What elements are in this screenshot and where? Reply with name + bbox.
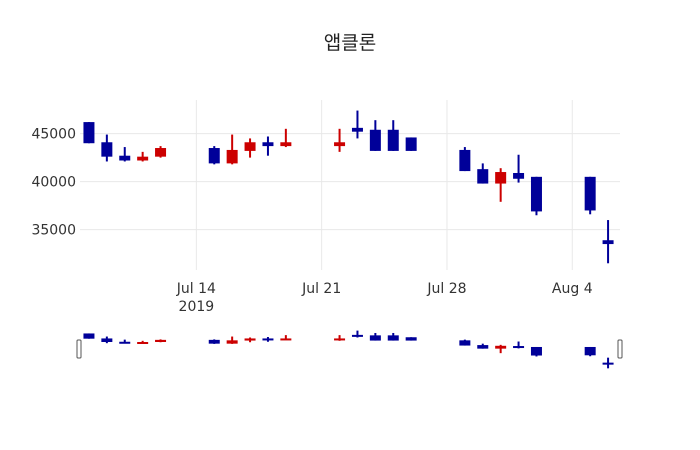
slider-candle — [208, 339, 220, 344]
x-tick-label: Jul 21 — [301, 281, 341, 297]
slider-candle — [530, 346, 542, 357]
slider-candle — [244, 337, 256, 343]
slider-candle — [155, 339, 167, 343]
candle — [101, 134, 113, 162]
candle — [280, 128, 292, 148]
candle — [83, 122, 95, 144]
slider-candle — [351, 330, 363, 338]
candle — [495, 168, 507, 202]
candle — [155, 146, 167, 158]
chart-title: 앱클론 — [323, 32, 377, 54]
y-tick-label: 45000 — [31, 127, 76, 143]
x-tick-label: Jul 28 — [426, 281, 466, 297]
candle — [530, 176, 542, 216]
candle — [602, 220, 614, 264]
slider-candle — [405, 337, 417, 341]
slider-handle-right[interactable] — [617, 339, 623, 359]
slider-candle — [387, 332, 399, 341]
x-tick-label: Jul 14 — [176, 281, 216, 297]
y-tick-label: 40000 — [31, 175, 76, 191]
y-axis: 35000 40000 45000 — [31, 127, 76, 239]
candle — [334, 128, 346, 152]
candle — [369, 120, 381, 151]
slider-candle — [119, 339, 131, 344]
slider-candle — [513, 341, 525, 349]
candle — [459, 147, 471, 172]
candle — [119, 147, 131, 162]
candle — [513, 154, 525, 183]
slider-candle — [262, 337, 274, 342]
slider-candle — [584, 346, 596, 357]
candle — [208, 146, 220, 165]
y-tick-label: 35000 — [31, 223, 76, 239]
slider-candle — [137, 340, 149, 344]
range-slider[interactable] — [76, 330, 623, 369]
candle — [244, 138, 256, 158]
slider-handle-left[interactable] — [76, 339, 82, 359]
gridlines — [80, 100, 620, 270]
candles — [83, 110, 614, 264]
slider-candle — [334, 335, 346, 341]
slider-candle — [280, 335, 292, 341]
candle — [387, 120, 399, 151]
slider-candle — [459, 339, 471, 346]
x-axis: Jul 14 2019 Jul 21 Jul 28 Aug 4 — [176, 281, 593, 315]
candle — [137, 151, 149, 162]
candle — [405, 137, 417, 151]
slider-candle — [602, 357, 614, 369]
slider-candle — [101, 336, 113, 344]
x-tick-label: Aug 4 — [552, 281, 593, 297]
slider-candle — [369, 332, 381, 341]
candle — [351, 110, 363, 139]
slider-candle — [495, 344, 507, 354]
candle — [477, 163, 489, 184]
candle — [584, 176, 596, 215]
slider-candle — [477, 343, 489, 349]
candle — [262, 136, 274, 156]
candle — [226, 134, 238, 165]
slider-candle — [226, 336, 238, 344]
x-tick-year: 2019 — [179, 299, 215, 315]
slider-candle — [83, 333, 95, 339]
